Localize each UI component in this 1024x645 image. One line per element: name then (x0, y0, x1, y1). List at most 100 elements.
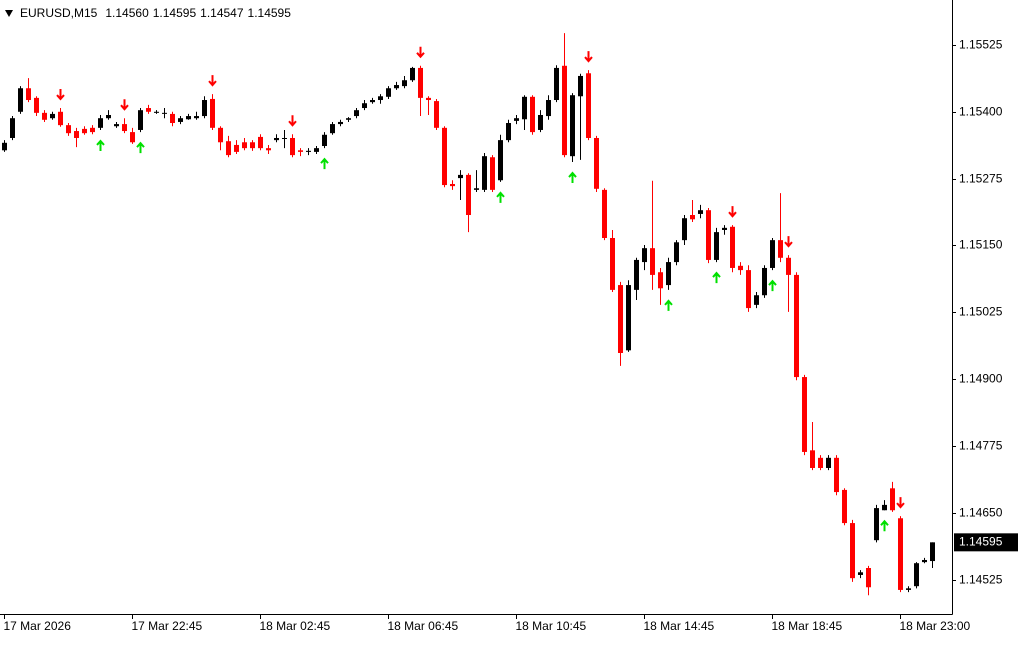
candle-body (250, 142, 255, 149)
x-tick-label: 18 Mar 14:45 (644, 619, 715, 633)
symbol: EURUSD,M15 (20, 6, 98, 20)
buy-arrow (136, 141, 145, 154)
candle-body (498, 140, 503, 181)
candle-body (826, 457, 831, 468)
candle-body (442, 127, 447, 186)
candle-body (402, 80, 407, 87)
candle-body (18, 88, 23, 112)
candle-body (322, 134, 327, 147)
sell-arrow (728, 206, 737, 218)
x-tick-label: 18 Mar 06:45 (388, 619, 459, 633)
x-tick-label: 18 Mar 18:45 (772, 619, 843, 633)
y-tick-label: 1.15275 (959, 172, 1003, 186)
x-tick-label: 18 Mar 02:45 (260, 619, 331, 633)
candle-body (842, 489, 847, 524)
candle-body (922, 559, 927, 563)
candle-body (202, 100, 207, 117)
candle-body (506, 123, 511, 141)
buy-arrow (320, 157, 329, 170)
candle-body (298, 150, 303, 152)
candle-body (186, 116, 191, 120)
x-tick-label: 17 Mar 2026 (4, 619, 72, 633)
candle-body (146, 108, 151, 112)
x-tick-label: 18 Mar 23:00 (900, 619, 971, 633)
candle-body (154, 111, 159, 113)
candle-body (578, 75, 583, 97)
chart-header: EURUSD,M15 1.14560 1.14595 1.14547 1.14595 (20, 6, 291, 20)
candle-body (882, 504, 887, 511)
menu-triangle[interactable] (5, 10, 13, 17)
candle-body (170, 113, 175, 124)
candle-body (858, 572, 863, 575)
candle-body (490, 157, 495, 190)
buy-arrow (568, 171, 577, 184)
header-high: 1.14595 (153, 6, 197, 20)
candle-body (106, 114, 111, 119)
candle-body (658, 272, 663, 289)
candle-body (426, 97, 431, 101)
buy-arrow (712, 271, 721, 284)
candle-body (594, 137, 599, 189)
candle-body (778, 240, 783, 258)
candle-body (130, 132, 135, 143)
candle-body (714, 232, 719, 260)
candle-body (394, 85, 399, 89)
candle-body (42, 112, 47, 120)
candle-body (810, 450, 815, 468)
candle-body (234, 144, 239, 152)
x-tick-label: 18 Mar 10:45 (516, 619, 587, 633)
candle-body (730, 226, 735, 268)
sell-arrow (208, 75, 217, 87)
candle-body (866, 568, 871, 588)
candle-body (738, 265, 743, 271)
candle-body (514, 118, 519, 121)
candle-body (90, 127, 95, 133)
buy-arrow (880, 519, 889, 532)
sell-arrow (288, 115, 297, 127)
candle-body (458, 174, 463, 179)
candle-body (50, 113, 55, 119)
candle-body (626, 285, 631, 351)
x-tick-label: 17 Mar 22:45 (132, 619, 203, 633)
candle-body (282, 137, 287, 139)
candle-body (242, 142, 247, 149)
candle-body (258, 136, 263, 149)
candle-body (690, 215, 695, 220)
sell-arrow (784, 236, 793, 248)
candle-body (794, 274, 799, 378)
candle-body (338, 121, 343, 125)
candle-body (194, 116, 199, 119)
candle-body (898, 518, 903, 590)
candle-body (642, 248, 647, 263)
candle-body (58, 111, 63, 126)
candle-body (890, 488, 895, 511)
candle-body (306, 150, 311, 152)
candle-body (754, 295, 759, 305)
header-close: 1.14595 (248, 6, 292, 20)
candle-body (698, 210, 703, 214)
candle-body (26, 88, 31, 101)
candle-body (450, 183, 455, 187)
candle-body (530, 96, 535, 133)
candle-body (522, 96, 527, 120)
sell-arrow (416, 46, 425, 59)
candle-body (138, 110, 143, 130)
candle-body (850, 523, 855, 579)
sell-arrow (120, 99, 129, 111)
candle-body (218, 127, 223, 143)
candle-body (266, 148, 271, 151)
candle-body (162, 112, 167, 114)
candle-body (330, 124, 335, 134)
candle-body (362, 103, 367, 109)
candle-body (82, 128, 87, 134)
candle-body (98, 118, 103, 128)
candle-body (482, 156, 487, 190)
sell-arrow (584, 51, 593, 63)
candle-body (634, 259, 639, 290)
buy-arrow (96, 139, 105, 151)
candle-body (410, 67, 415, 81)
candle-body (770, 240, 775, 268)
candle-body (210, 98, 215, 128)
candle-body (66, 125, 71, 134)
y-tick-label: 1.14650 (959, 506, 1003, 520)
